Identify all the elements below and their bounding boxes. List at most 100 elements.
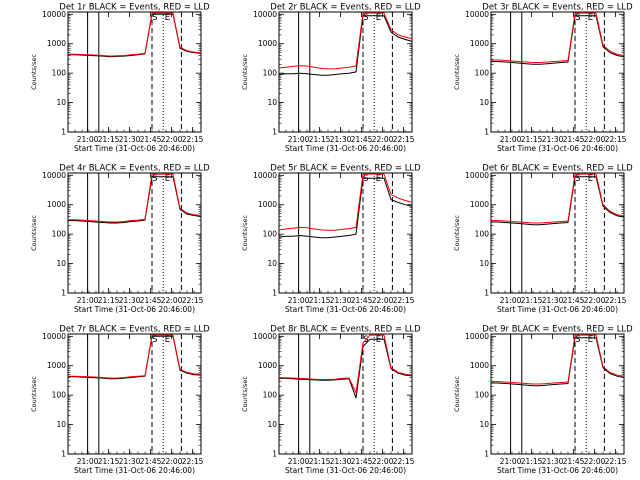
marker-e-label: E [376, 174, 381, 184]
y-tick-label: 10000 [253, 10, 277, 19]
marker-e-label: E [376, 13, 381, 23]
y-tick-label: 1 [61, 450, 66, 459]
y-tick-label: 10000 [253, 332, 277, 341]
lld-series-line [279, 334, 413, 395]
x-axis-label: Start Time (31-Oct-06 20:46:00) [285, 466, 406, 475]
plot-frame [278, 172, 413, 294]
y-tick-label: 1000 [47, 39, 66, 48]
y-tick-label: 10000 [253, 171, 277, 180]
y-tick-label: 10 [267, 420, 277, 429]
lld-series-line [68, 334, 202, 379]
x-tick-label: 22:15 [605, 296, 627, 305]
detector-panel-4r: Det 4r BLACK = Events, RED = LLD 1 10 100 10… [30, 164, 210, 315]
x-tick-label: 21:45 [140, 296, 162, 305]
x-tick-label: 21:45 [351, 135, 373, 144]
marker-s-label: S [152, 335, 157, 345]
x-axis-label: Start Time (31-Oct-06 20:46:00) [74, 144, 195, 153]
x-tick-label: 21:00 [500, 135, 522, 144]
x-tick-label: 22:15 [182, 135, 204, 144]
y-tick-label: 10 [267, 98, 277, 107]
panel-title: Det 2r BLACK = Events, RED = LLD [270, 3, 421, 13]
plot-frame [67, 172, 202, 294]
y-tick-label: 10 [479, 420, 489, 429]
x-tick-label: 21:45 [140, 135, 162, 144]
lld-series-line [278, 12, 413, 70]
marker-e-label: E [588, 335, 593, 345]
x-tick-label: 21:00 [288, 135, 310, 144]
x-tick-label: 21:15 [309, 296, 331, 305]
y-axis-label: Counts/sec [30, 376, 38, 412]
detector-panel-7r: Det 7r BLACK = Events, RED = LLD 1 10 100 10… [30, 325, 210, 476]
panel-title: Det 5r BLACK = Events, RED = LLD [270, 164, 421, 174]
x-tick-label: 21:00 [500, 457, 522, 466]
x-axis-label: Start Time (31-Oct-06 20:46:00) [497, 466, 618, 475]
x-tick-label: 21:15 [521, 135, 543, 144]
x-tick-label: 22:00 [372, 296, 394, 305]
y-tick-label: 10 [479, 98, 489, 107]
panel-title: Det 7r BLACK = Events, RED = LLD [59, 325, 210, 335]
x-axis-label: Start Time (31-Oct-06 20:46:00) [74, 466, 195, 475]
y-tick-label: 10000 [465, 171, 489, 180]
lld-series-line [68, 12, 202, 57]
marker-e-label: E [165, 13, 170, 23]
x-tick-label: 21:00 [288, 457, 310, 466]
detector-panel-9r: Det 9r BLACK = Events, RED = LLD 1 10 100 10… [453, 325, 633, 476]
x-tick-label: 22:15 [393, 296, 415, 305]
y-tick-label: 1 [61, 128, 66, 137]
x-tick-label: 21:30 [330, 135, 352, 144]
panel-title: Det 8r BLACK = Events, RED = LLD [270, 325, 421, 335]
y-tick-label: 10000 [42, 332, 66, 341]
plot-frame [278, 333, 413, 455]
y-tick-label: 10000 [465, 10, 489, 19]
marker-s-label: S [152, 13, 157, 23]
x-tick-label: 22:00 [372, 457, 394, 466]
y-tick-label: 1 [272, 450, 277, 459]
x-tick-label: 21:00 [77, 457, 99, 466]
plot-frame [278, 11, 413, 133]
panel-title: Det 1r BLACK = Events, RED = LLD [59, 3, 210, 13]
x-tick-label: 21:45 [563, 296, 585, 305]
x-tick-label: 21:15 [521, 457, 543, 466]
y-tick-label: 10 [479, 259, 489, 268]
events-series-line [278, 177, 413, 239]
x-tick-label: 22:00 [584, 135, 606, 144]
marker-e-label: E [588, 13, 593, 23]
plot-frame [490, 333, 625, 455]
marker-s-label: S [363, 13, 368, 23]
x-tick-label: 22:15 [605, 457, 627, 466]
y-tick-label: 100 [263, 69, 278, 78]
y-tick-label: 1000 [258, 361, 277, 370]
y-tick-label: 1 [484, 289, 489, 298]
detector-panel-2r: Det 2r BLACK = Events, RED = LLD 1 10 100 10… [241, 3, 421, 154]
y-axis-label: Counts/sec [241, 376, 249, 412]
marker-s-label: S [575, 174, 580, 184]
x-tick-label: 21:45 [563, 457, 585, 466]
x-tick-label: 21:45 [140, 457, 162, 466]
y-tick-label: 1 [272, 289, 277, 298]
y-axis-label: Counts/sec [241, 54, 249, 90]
y-tick-label: 10 [267, 259, 277, 268]
x-axis-label: Start Time (31-Oct-06 20:46:00) [497, 305, 618, 314]
lld-series-line [491, 12, 625, 63]
y-axis-label: Counts/sec [241, 215, 249, 251]
x-tick-label: 22:00 [161, 457, 183, 466]
x-tick-label: 21:00 [77, 135, 99, 144]
x-tick-label: 21:30 [330, 457, 352, 466]
detector-panel-5r: Det 5r BLACK = Events, RED = LLD 1 10 100 10… [241, 164, 421, 315]
marker-e-label: E [165, 174, 170, 184]
y-tick-label: 100 [475, 69, 490, 78]
y-tick-label: 100 [52, 69, 67, 78]
x-tick-label: 21:30 [119, 296, 141, 305]
x-tick-label: 21:30 [119, 457, 141, 466]
x-tick-label: 21:00 [288, 296, 310, 305]
marker-s-label: S [575, 335, 580, 345]
y-tick-label: 100 [52, 230, 67, 239]
detector-panel-3r: Det 3r BLACK = Events, RED = LLD 1 10 100 10… [453, 3, 633, 154]
detector-panel-8r: Det 8r BLACK = Events, RED = LLD 1 10 100 10… [241, 325, 421, 476]
x-tick-label: 21:15 [309, 135, 331, 144]
y-tick-label: 10 [56, 259, 66, 268]
y-axis-label: Counts/sec [30, 54, 38, 90]
y-tick-label: 10000 [465, 332, 489, 341]
x-axis-label: Start Time (31-Oct-06 20:46:00) [285, 144, 406, 153]
